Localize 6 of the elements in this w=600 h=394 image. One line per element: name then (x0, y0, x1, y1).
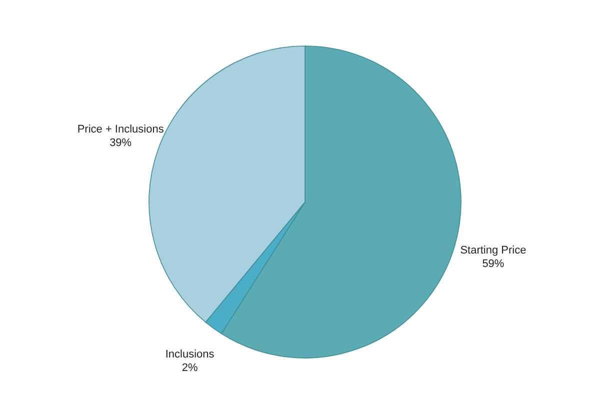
slice-label: Inclusions (165, 348, 215, 360)
slice-label: Price + Inclusions (77, 123, 164, 136)
data-label: 2% (182, 362, 198, 374)
data-label: 39% (110, 137, 132, 150)
data-label: 59% (482, 258, 504, 270)
slice-label: Starting Price (460, 244, 526, 256)
